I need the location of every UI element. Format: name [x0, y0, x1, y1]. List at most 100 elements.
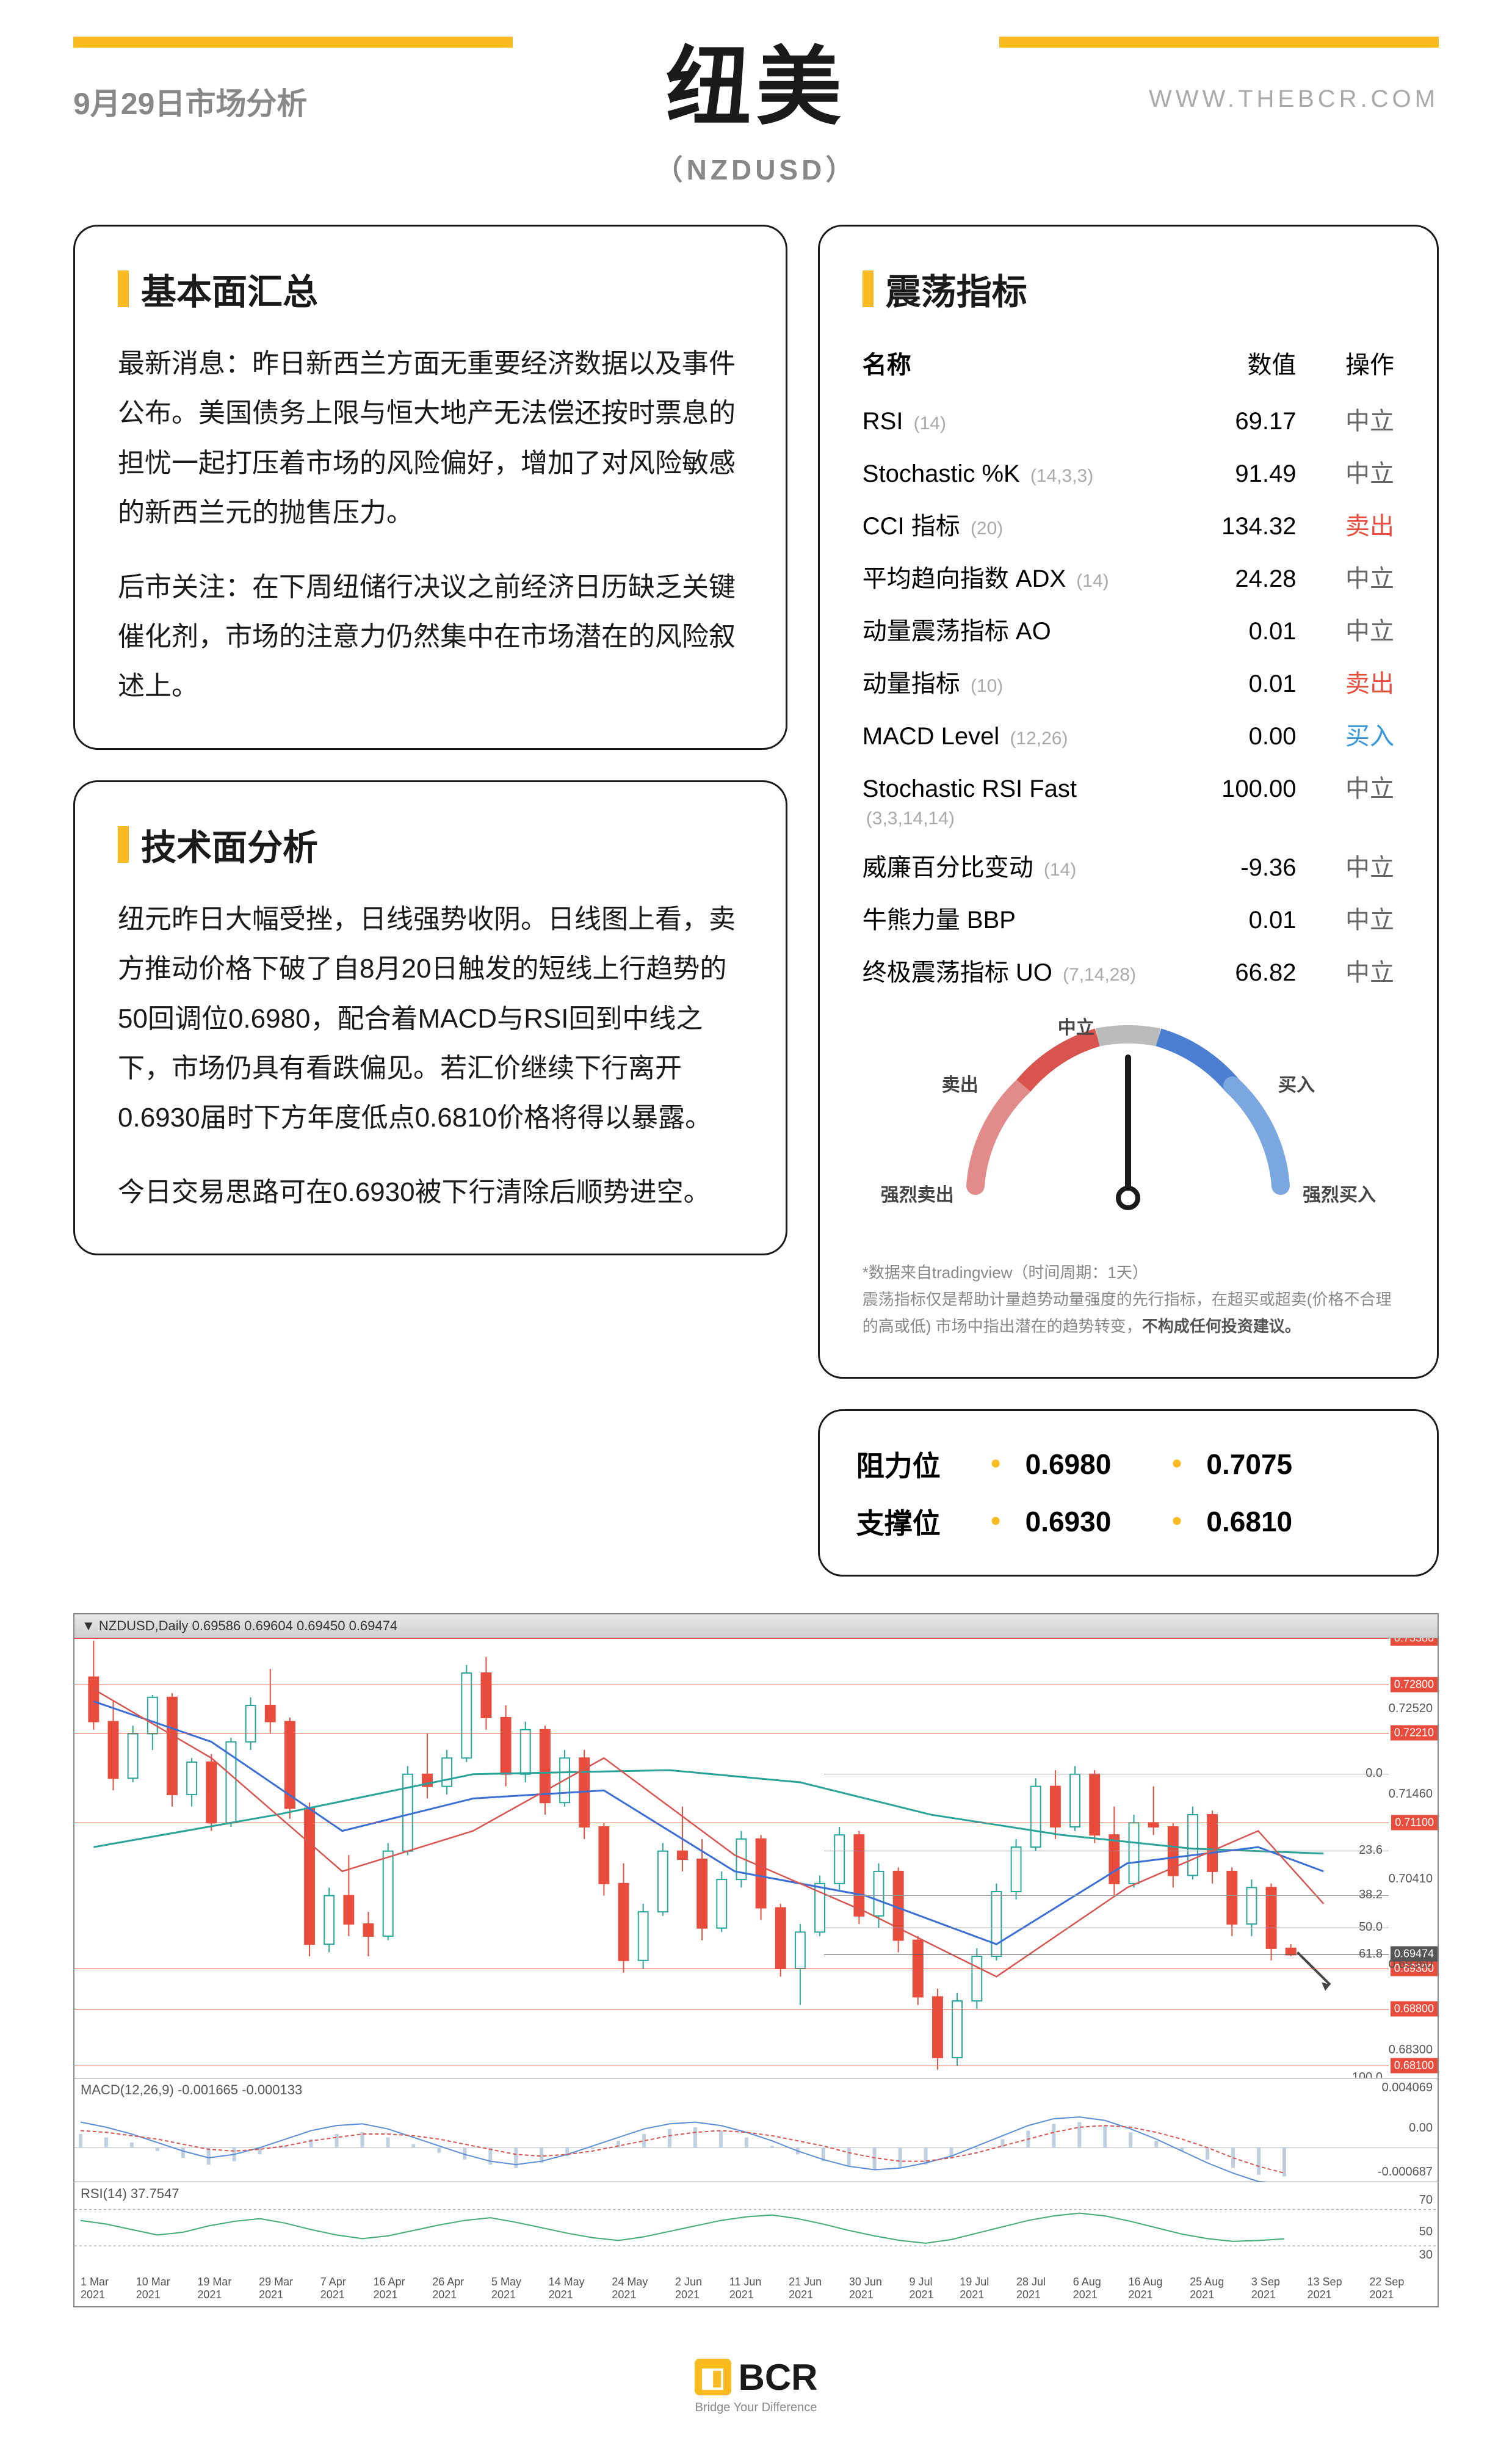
footer: ◧ BCR Bridge Your Difference [0, 2332, 1512, 2415]
indicator-value: 100.00 [1170, 775, 1296, 803]
dot-icon: • [1172, 1504, 1182, 1538]
fib-label: 23.6 [1359, 1843, 1383, 1857]
x-date: 19 Jul 2021 [960, 2276, 1016, 2301]
indicator-op: 中立 [1297, 454, 1394, 489]
y-label: 0.70410 [1389, 1872, 1433, 1886]
x-date: 2 Jun 2021 [675, 2276, 729, 2301]
x-date: 3 Sep 2021 [1251, 2276, 1308, 2301]
fundamentals-box: 基本面汇总 最新消息：昨日新西兰方面无重要经济数据以及事件公布。美国债务上限与恒… [73, 225, 787, 750]
indicator-value: 0.00 [1170, 723, 1296, 750]
indicator-op: 中立 [1297, 559, 1394, 594]
technical-p2: 今日交易思路可在0.6930被下行清除后顺势进空。 [118, 1167, 743, 1217]
fib-label: 100.0 [1352, 2070, 1383, 2078]
r1: 0.6980 [1025, 1448, 1148, 1481]
price-tag: 0.72210 [1391, 1725, 1438, 1740]
x-date: 6 Aug 2021 [1073, 2276, 1129, 2301]
accent-bar-icon [118, 826, 129, 863]
indicator-row: MACD Level (12,26)0.00买入 [863, 708, 1394, 760]
price-tag: 0.71100 [1391, 1815, 1438, 1830]
fib-label: 61.8 [1359, 1947, 1383, 1961]
fundamentals-p1: 最新消息：昨日新西兰方面无重要经济数据以及事件公布。美国债务上限与恒大地产无法偿… [118, 339, 743, 538]
technical-p1: 纽元昨日大幅受挫，日线强势收阴。日线图上看，卖方推动价格下破了自8月20日触发的… [118, 895, 743, 1143]
s1: 0.6930 [1025, 1505, 1148, 1538]
disclaimer: *数据来自tradingview（时间周期：1天） 震荡指标仅是帮助计量趋势动量… [863, 1259, 1394, 1340]
indicator-row: Stochastic RSI Fast (3,3,14,14)100.00中立 [863, 760, 1394, 839]
y-label: 0.71460 [1389, 1787, 1433, 1801]
x-date: 29 Mar 2021 [259, 2276, 320, 2301]
fib-label: 50.0 [1359, 1920, 1383, 1934]
price-tag: 0.72800 [1391, 1677, 1438, 1693]
fundamentals-p2: 后市关注：在下周纽储行决议之前经济日历缺乏关键催化剂，市场的注意力仍然集中在市场… [118, 562, 743, 711]
x-date: 13 Sep 2021 [1308, 2276, 1370, 2301]
chart-main: 0.733800.728000.722100.711000.693000.688… [74, 1638, 1438, 2078]
gauge-neutral: 中立 [1058, 1012, 1094, 1039]
indicator-name: 牛熊力量 BBP [863, 900, 1170, 935]
x-date: 19 Mar 2021 [197, 2276, 259, 2301]
rsi-30: 30 [1419, 2248, 1433, 2262]
indicator-op: 中立 [1297, 847, 1394, 883]
indicator-name: 动量指标 (10) [863, 664, 1170, 699]
indicator-value: 69.17 [1170, 408, 1296, 435]
fib-label: 0.0 [1366, 1766, 1383, 1780]
x-date: 22 Sep 2021 [1369, 2276, 1431, 2301]
oscillators-title: 震荡指标 [886, 263, 1027, 314]
header-accent-left [73, 37, 513, 48]
header-subtitle: （NZDUSD） [73, 148, 1439, 188]
oscillators-table: 名称 数值 操作 RSI (14)69.17中立Stochastic %K (1… [863, 339, 1394, 996]
x-date: 30 Jun 2021 [849, 2276, 910, 2301]
fib-label: 38.2 [1359, 1888, 1383, 1902]
fib-line [824, 1895, 1389, 1896]
chart-rsi: RSI(14) 37.7547 70 50 30 [74, 2182, 1438, 2273]
price-tag: 0.73380 [1391, 1638, 1438, 1646]
indicator-value: 0.01 [1170, 670, 1296, 698]
indicator-value: 134.32 [1170, 513, 1296, 540]
y-label: 0.72520 [1389, 1702, 1433, 1716]
rsi-50: 50 [1419, 2225, 1433, 2239]
th-op: 操作 [1297, 345, 1394, 380]
gauge-svg [914, 1015, 1342, 1247]
fundamentals-title: 基本面汇总 [141, 263, 318, 314]
x-date: 25 Aug 2021 [1190, 2276, 1251, 2301]
technical-title: 技术面分析 [141, 819, 318, 870]
indicator-value: -9.36 [1170, 854, 1296, 882]
x-date: 7 Apr 2021 [320, 2276, 374, 2301]
rsi-70: 70 [1419, 2193, 1433, 2207]
indicator-row: 动量震荡指标 AO 0.01中立 [863, 603, 1394, 655]
indicator-name: RSI (14) [863, 408, 1170, 435]
indicator-row: 动量指标 (10)0.01卖出 [863, 655, 1394, 708]
price-hline [74, 1638, 1389, 1639]
r2: 0.7075 [1206, 1448, 1328, 1481]
indicator-row: CCI 指标 (20)134.32卖出 [863, 498, 1394, 550]
x-date: 14 May 2021 [549, 2276, 612, 2301]
indicator-name: 威廉百分比变动 (14) [863, 847, 1170, 883]
indicator-row: 终极震荡指标 UO (7,14,28)66.82中立 [863, 944, 1394, 996]
gauge: 强烈卖出 卖出 中立 买入 强烈买入 [863, 1015, 1394, 1247]
indicator-op: 中立 [1297, 401, 1394, 437]
current-price-tag: 0.69474 [1391, 1947, 1438, 1962]
header: 9月29日市场分析 WWW.THEBCR.COM 纽美 （NZDUSD） [0, 0, 1512, 212]
x-date: 11 Jun 2021 [729, 2276, 789, 2301]
gauge-sell: 卖出 [942, 1070, 978, 1097]
footer-tagline: Bridge Your Difference [0, 2401, 1512, 2415]
gauge-strong-sell: 强烈卖出 [881, 1180, 954, 1207]
macd-y-bot: -0.000687 [1378, 2165, 1433, 2179]
disclaimer-3: 不构成任何投资建议。 [1142, 1317, 1301, 1335]
indicator-op: 中立 [1297, 953, 1394, 988]
x-date: 1 Mar 2021 [81, 2276, 136, 2301]
th-value: 数值 [1170, 345, 1296, 380]
indicator-value: 66.82 [1170, 959, 1296, 987]
indicator-value: 91.49 [1170, 460, 1296, 488]
x-date: 9 Jul 2021 [910, 2276, 960, 2301]
x-date: 16 Aug 2021 [1128, 2276, 1190, 2301]
disclaimer-2: 震荡指标仅是帮助计量趋势动量强度的先行指标，在超买或超卖(价格不合理的高或低) … [863, 1290, 1392, 1335]
header-date: 9月29日市场分析 [73, 79, 307, 123]
dot-icon: • [991, 1447, 1001, 1481]
th-name: 名称 [863, 345, 1170, 380]
indicator-name: Stochastic %K (14,3,3) [863, 460, 1170, 488]
dot-icon: • [991, 1504, 1001, 1538]
gauge-strong-buy: 强烈买入 [1303, 1180, 1376, 1207]
indicator-row: 平均趋向指数 ADX (14)24.28中立 [863, 550, 1394, 603]
indicator-value: 0.01 [1170, 618, 1296, 645]
indicator-name: 平均趋向指数 ADX (14) [863, 559, 1170, 594]
chart-title: ▼ NZDUSD,Daily 0.69586 0.69604 0.69450 0… [74, 1614, 1438, 1638]
